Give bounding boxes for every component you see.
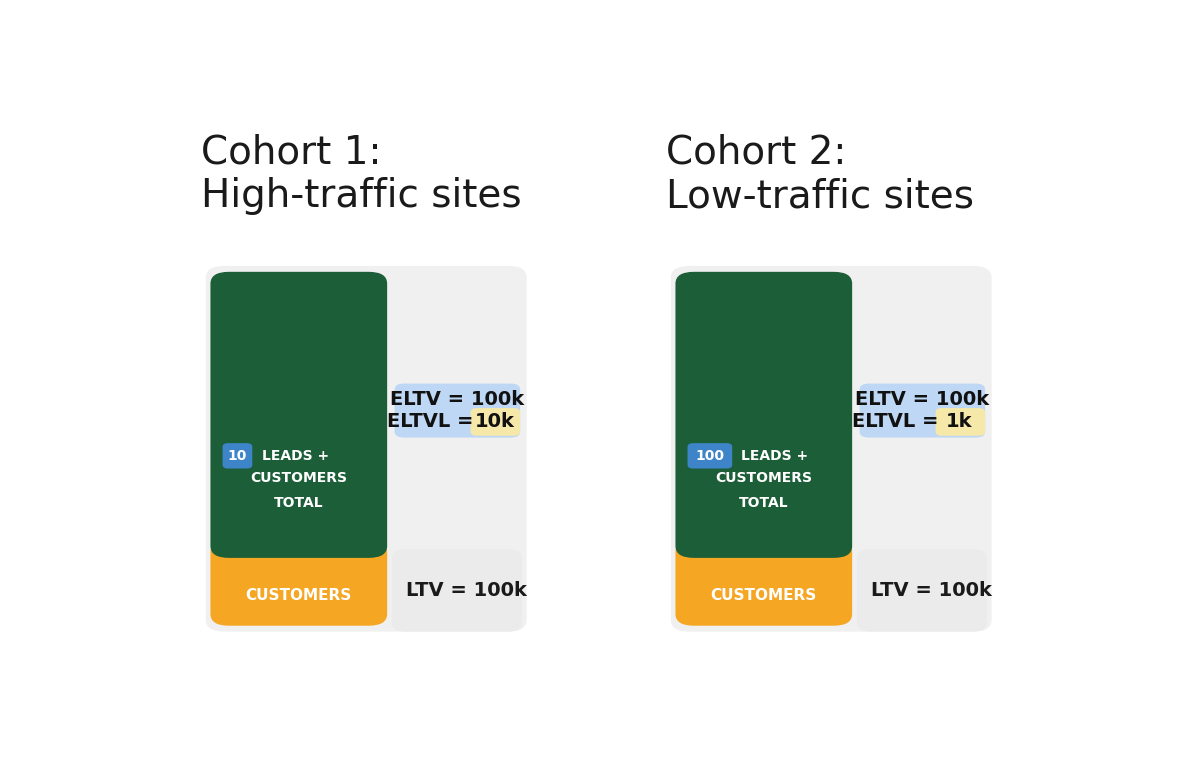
- FancyBboxPatch shape: [395, 384, 520, 415]
- FancyBboxPatch shape: [676, 272, 852, 558]
- Text: CUSTOMERS: CUSTOMERS: [251, 471, 347, 486]
- Text: ELTVL =: ELTVL =: [386, 412, 480, 431]
- Text: LTV = 100k: LTV = 100k: [406, 581, 527, 600]
- Text: TOTAL: TOTAL: [274, 496, 324, 510]
- FancyBboxPatch shape: [936, 408, 985, 436]
- FancyBboxPatch shape: [859, 384, 985, 415]
- FancyBboxPatch shape: [210, 540, 388, 626]
- FancyBboxPatch shape: [857, 549, 986, 632]
- Text: Cohort 1:
High-traffic sites: Cohort 1: High-traffic sites: [202, 133, 522, 215]
- FancyBboxPatch shape: [671, 266, 991, 632]
- Text: 10: 10: [228, 449, 247, 463]
- Text: 1k: 1k: [946, 412, 973, 431]
- Text: ELTV = 100k: ELTV = 100k: [390, 390, 524, 409]
- FancyBboxPatch shape: [391, 549, 522, 632]
- FancyBboxPatch shape: [470, 408, 520, 436]
- Text: CUSTOMERS: CUSTOMERS: [710, 588, 817, 604]
- Text: LEADS +: LEADS +: [262, 449, 329, 463]
- FancyBboxPatch shape: [206, 266, 527, 632]
- Text: CUSTOMERS: CUSTOMERS: [246, 588, 352, 604]
- Text: CUSTOMERS: CUSTOMERS: [715, 471, 812, 486]
- FancyBboxPatch shape: [222, 444, 252, 469]
- FancyBboxPatch shape: [676, 540, 852, 626]
- Text: TOTAL: TOTAL: [739, 496, 788, 510]
- Text: ELTVL =: ELTVL =: [852, 412, 946, 431]
- Text: ELTV = 100k: ELTV = 100k: [856, 390, 990, 409]
- FancyBboxPatch shape: [688, 444, 732, 469]
- Text: LEADS +: LEADS +: [742, 449, 809, 463]
- FancyBboxPatch shape: [210, 272, 388, 558]
- FancyBboxPatch shape: [395, 406, 520, 437]
- Text: 10k: 10k: [474, 412, 515, 431]
- Text: 100: 100: [695, 449, 725, 463]
- FancyBboxPatch shape: [859, 406, 985, 437]
- Text: LTV = 100k: LTV = 100k: [871, 581, 991, 600]
- Text: Cohort 2:
Low-traffic sites: Cohort 2: Low-traffic sites: [666, 133, 974, 215]
